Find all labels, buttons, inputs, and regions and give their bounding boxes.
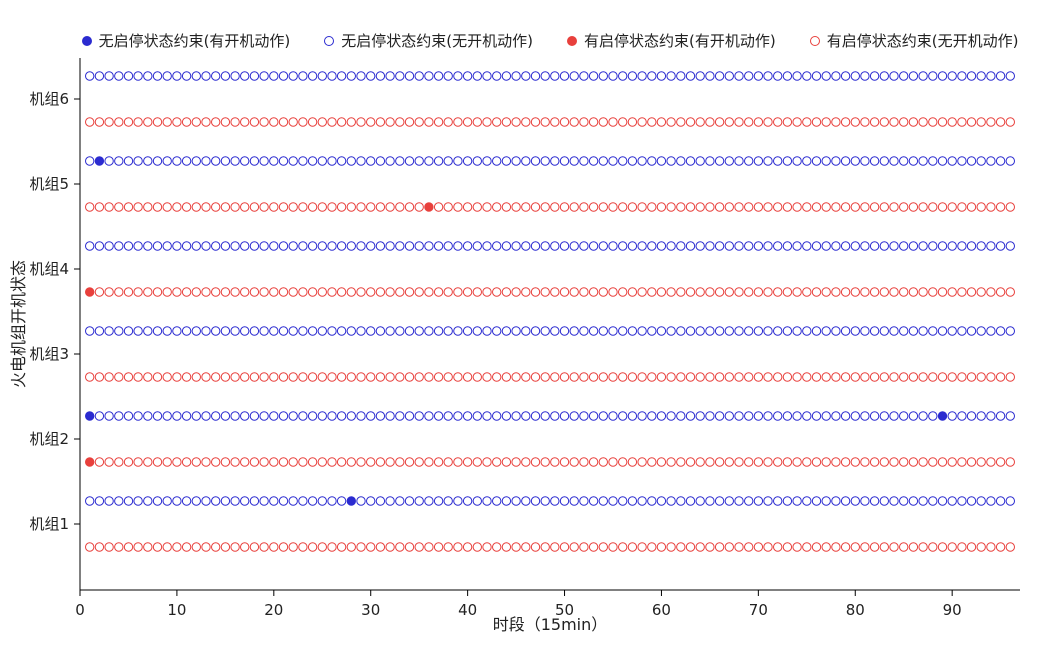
x-tick-label: 30	[361, 601, 380, 619]
legend-label: 无启停状态约束(有开机动作)	[98, 32, 291, 50]
legend: 无启停状态约束(有开机动作) 无启停状态约束(无开机动作) 有启停状态约束(有开机动…	[80, 30, 1020, 51]
legend-marker-filled-blue-circle-icon	[81, 35, 92, 46]
legend-label: 有启停状态约束(无开机动作)	[826, 32, 1019, 50]
unit4-blue-row	[85, 241, 1015, 251]
legend-item: 无启停状态约束(无开机动作)	[324, 30, 533, 51]
x-tick-label: 20	[264, 601, 283, 619]
unit3-red-row	[85, 372, 1015, 382]
unit1-red-row	[85, 542, 1015, 552]
x-tick-label: 40	[458, 601, 477, 619]
y-tick-label: 机组4	[29, 260, 69, 278]
y-tick-label: 机组5	[29, 175, 69, 193]
legend-item: 有启停状态约束(无开机动作)	[809, 30, 1019, 51]
unit6-red-row	[85, 117, 1015, 127]
x-axis-label: 时段（15min）	[493, 615, 608, 634]
y-tick-label: 机组2	[29, 430, 69, 448]
legend-item: 有启停状态约束(有开机动作)	[567, 30, 776, 51]
x-tick-label: 60	[652, 601, 671, 619]
legend-marker-filled-red-circle-icon	[567, 35, 577, 46]
unit5-blue-row	[85, 156, 1015, 166]
legend-item: 无启停状态约束(有开机动作)	[81, 30, 291, 51]
unit2-red-row	[85, 457, 1015, 467]
x-tick-label: 80	[846, 601, 865, 619]
x-tick-label: 90	[943, 601, 962, 619]
legend-label: 无启停状态约束(无开机动作)	[341, 32, 533, 50]
x-tick-label: 10	[167, 601, 186, 619]
unit3-blue-row	[85, 326, 1015, 336]
unit5-red-row	[85, 202, 1015, 212]
y-tick-label: 机组6	[29, 90, 69, 108]
y-tick-label: 机组3	[29, 345, 69, 363]
unit2-blue-row	[85, 411, 1015, 421]
legend-marker-open-red-circle-icon	[809, 35, 820, 46]
y-tick-label: 机组1	[29, 515, 69, 533]
y-axis-label: 火电机组开机状态	[9, 260, 28, 388]
legend-label: 有启停状态约束(有开机动作)	[584, 32, 776, 50]
x-tick-label: 50	[555, 601, 574, 619]
unit4-red-row	[85, 287, 1015, 297]
x-tick-label: 0	[75, 601, 85, 619]
x-tick-label: 70	[749, 601, 768, 619]
unit1-blue-row	[85, 496, 1015, 506]
unit6-blue-row	[85, 71, 1015, 81]
legend-marker-open-blue-circle-icon	[324, 35, 335, 46]
